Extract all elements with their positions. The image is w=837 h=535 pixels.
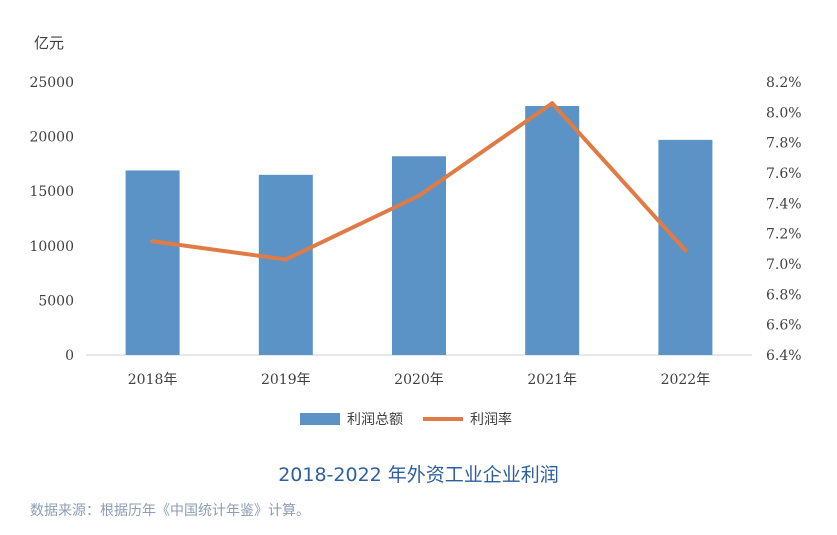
bar [525,106,580,355]
x-tick-label: 2022年 [661,372,711,388]
right-tick-label: 7.0% [766,257,802,273]
right-tick-label: 8.0% [766,105,802,121]
right-tick-label: 7.6% [766,166,802,182]
chart-title: 2018-2022 年外资工业企业利润 [278,464,559,486]
line-point [550,101,555,106]
left-tick-label: 5000 [38,293,74,309]
profit-rate-line [150,101,688,262]
bar [392,156,446,355]
bar [125,170,180,355]
x-tick-label: 2020年 [394,372,444,388]
line-point [683,248,688,253]
legend-swatch-profit [300,413,340,425]
right-axis-ticks: 6.4% 6.6% 6.8% 7.0% 7.2% 7.4% 7.6% 7.8% 8.0% 8.2% [766,75,802,364]
left-tick-label: 0 [65,348,74,364]
right-tick-label: 6.6% [766,318,802,334]
legend: 利润总额 利润率 [300,411,512,428]
profit-bars [125,106,713,355]
line-point [417,193,421,198]
x-tick-label: 2018年 [128,372,178,388]
left-tick-label: 15000 [29,184,74,200]
data-source-note: 数据来源：根据历年《中国统计年鉴》计算。 [30,503,310,519]
combo-chart: 亿元 0 5000 10000 15000 20000 25000 6.4% 6.6% 6.8… [29,34,802,428]
legend-label-rate: 利润率 [470,411,512,428]
right-tick-label: 7.4% [766,196,802,212]
line-point [150,239,155,244]
x-axis-ticks: 2018年 2019年 2020年 2021年 2022年 [128,372,710,388]
line-point [283,257,288,262]
left-tick-label: 20000 [29,130,74,146]
x-tick-label: 2021年 [527,372,577,388]
bar [258,174,313,355]
legend-label-profit: 利润总额 [347,412,403,428]
right-tick-label: 7.2% [766,227,802,243]
left-axis-ticks: 0 5000 10000 15000 20000 25000 [29,75,74,364]
right-tick-label: 6.8% [766,287,802,303]
right-tick-label: 7.8% [766,136,802,152]
right-tick-label: 6.4% [766,348,802,364]
x-tick-label: 2019年 [261,372,311,388]
left-tick-label: 10000 [29,239,74,255]
left-tick-label: 25000 [29,75,74,91]
left-axis-unit: 亿元 [34,34,64,52]
right-tick-label: 8.2% [766,75,802,91]
